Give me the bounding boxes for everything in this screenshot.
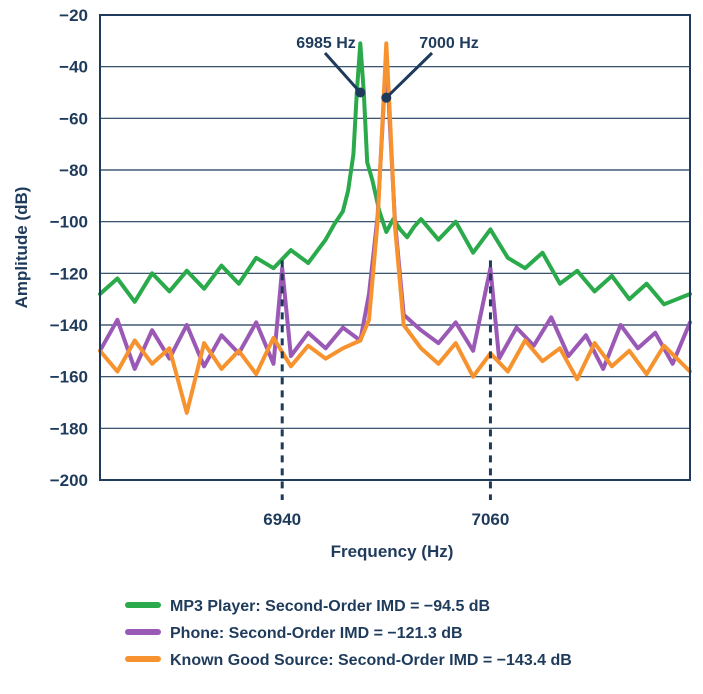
- x-tick-label: 7060: [472, 510, 510, 529]
- peak-annotations: 6985 Hz 7000 Hz: [296, 35, 479, 103]
- legend: MP3 Player: Second-Order IMD = −94.5 dB P…: [125, 598, 572, 669]
- y-tick-label: −120: [50, 264, 88, 283]
- legend-label: Known Good Source: Second-Order IMD = −1…: [170, 652, 572, 669]
- y-tick-label: −100: [50, 213, 88, 232]
- x-tick-label: 6940: [263, 510, 301, 529]
- series-lines: [98, 41, 692, 415]
- series-line-3: [98, 41, 692, 415]
- leader-line: [323, 52, 362, 94]
- series-line-1: [98, 41, 692, 307]
- frequency-markers: [280, 260, 492, 500]
- y-tick-label: −60: [59, 109, 88, 128]
- annotation-label: 7000 Hz: [419, 35, 479, 52]
- y-tick-label: −80: [59, 161, 88, 180]
- annotation-dot: [355, 87, 366, 98]
- y-tick-labels: −20 −40 −60 −80 −100 −120 −140 −160 −180 −200: [50, 6, 88, 490]
- y-tick-label: −20: [59, 6, 88, 25]
- y-tick-label: −180: [50, 419, 88, 438]
- y-tick-label: −140: [50, 316, 88, 335]
- leader-line: [385, 51, 434, 99]
- plot-frame: [99, 14, 691, 481]
- y-tick-label: −200: [50, 471, 88, 490]
- x-tick-labels: 6940 7060: [263, 510, 509, 529]
- y-tick-label: −160: [50, 368, 88, 387]
- legend-label: Phone: Second-Order IMD = −121.3 dB: [170, 625, 463, 642]
- y-axis-title: Amplitude (dB): [12, 187, 31, 309]
- annotation-label: 6985 Hz: [296, 35, 356, 52]
- y-tick-label: −40: [59, 58, 88, 77]
- x-axis-title: Frequency (Hz): [331, 542, 454, 561]
- legend-label: MP3 Player: Second-Order IMD = −94.5 dB: [170, 598, 490, 615]
- annotation-dot: [381, 92, 392, 103]
